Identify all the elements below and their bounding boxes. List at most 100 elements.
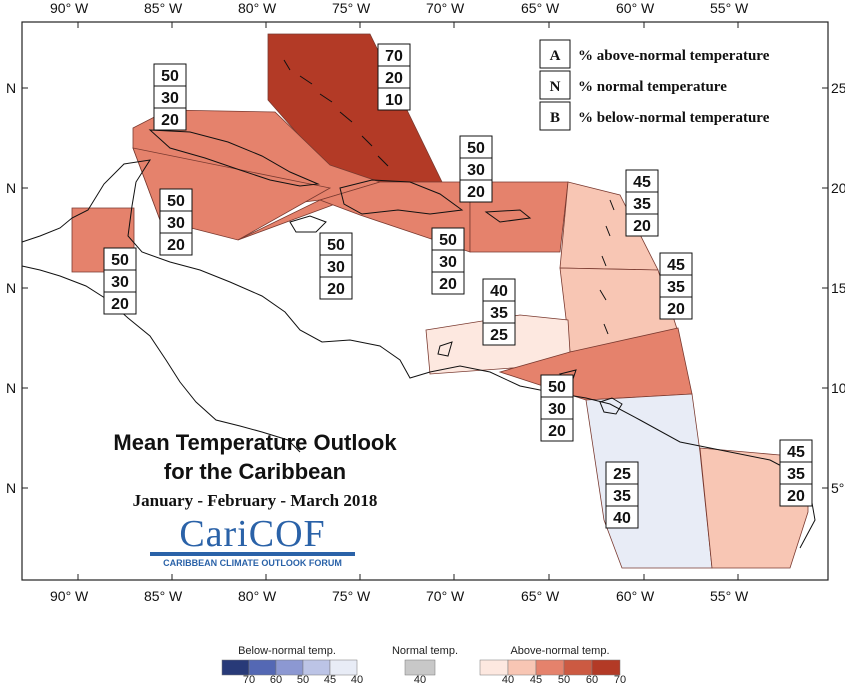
key-code: A bbox=[550, 48, 561, 64]
lon-label-bottom: 70° W bbox=[426, 588, 465, 604]
prob-box-puerto-rico: 50 30 20 bbox=[431, 227, 465, 295]
prob-value: 40 bbox=[490, 283, 508, 300]
colorbar-above-title: Above-normal temp. bbox=[510, 645, 610, 657]
colorbar-below-swatch bbox=[275, 659, 304, 676]
lon-label-top: 65° W bbox=[521, 0, 560, 16]
prob-cell bbox=[431, 271, 465, 295]
lon-label-bottom: 65° W bbox=[521, 588, 560, 604]
lat-label-right: 5° N bbox=[831, 480, 845, 496]
title-period: January - February - March 2018 bbox=[132, 491, 378, 510]
colorbar-below-title: Below-normal temp. bbox=[238, 645, 336, 657]
colorbar-above-value: 60 bbox=[586, 674, 598, 684]
longitude-labels-top: 90° W 85° W 80° W 75° W 70° W 65° W 60° W 55° W bbox=[50, 0, 749, 16]
lon-label-top: 70° W bbox=[426, 0, 465, 16]
prob-value: 30 bbox=[111, 274, 129, 291]
prob-value: 30 bbox=[548, 401, 566, 418]
prob-box-bahamas: 70 20 10 bbox=[377, 43, 411, 111]
latitude-labels-left: N N N N N bbox=[6, 80, 16, 496]
lon-label-bottom: 60° W bbox=[616, 588, 655, 604]
lon-label-top: 55° W bbox=[710, 0, 749, 16]
prob-cell bbox=[377, 87, 411, 111]
prob-value: 50 bbox=[111, 252, 129, 269]
prob-value: 20 bbox=[167, 237, 185, 254]
title-line-1: Mean Temperature Outlook bbox=[113, 430, 397, 455]
prob-box-suriname-guiana: 45 35 20 bbox=[779, 439, 813, 507]
prob-value: 30 bbox=[327, 259, 345, 276]
prob-value: 20 bbox=[787, 488, 805, 505]
longitude-labels-bottom: 90° W 85° W 80° W 75° W 70° W 65° W 60° W 55° W bbox=[50, 588, 749, 604]
prob-box-trinidad: 50 30 20 bbox=[540, 374, 574, 442]
prob-cell bbox=[159, 232, 193, 256]
prob-value: 20 bbox=[467, 184, 485, 201]
prob-value: 20 bbox=[111, 296, 129, 313]
colorbar-below-swatch bbox=[221, 659, 250, 676]
lat-label-right: 15 bbox=[831, 280, 845, 296]
colorbar-below-value: 60 bbox=[270, 674, 282, 684]
colorbar-above-value: 70 bbox=[614, 674, 626, 684]
lon-label-bottom: 75° W bbox=[332, 588, 371, 604]
prob-cell bbox=[153, 107, 187, 131]
prob-value: 70 bbox=[385, 48, 403, 65]
key-legend: A % above-normal temperature N % normal tem… bbox=[539, 39, 770, 131]
prob-value: 30 bbox=[439, 254, 457, 271]
prob-box-cuba: 50 30 20 bbox=[153, 63, 187, 131]
prob-value: 45 bbox=[633, 174, 651, 191]
colorbar-above-swatch bbox=[591, 659, 621, 676]
colorbar: 70 60 50 45 40 40 40 45 50 60 70 bbox=[221, 659, 626, 684]
prob-value: 20 bbox=[327, 281, 345, 298]
zone-puerto-rico[interactable] bbox=[469, 181, 569, 253]
colorbar-above-swatch bbox=[563, 659, 593, 676]
colorbar-below-swatch bbox=[248, 659, 277, 676]
prob-value: 50 bbox=[439, 232, 457, 249]
prob-value: 30 bbox=[167, 215, 185, 232]
lon-label-top: 85° W bbox=[144, 0, 183, 16]
prob-box-guyana: 25 35 40 bbox=[605, 461, 639, 529]
lat-label-left: N bbox=[6, 380, 16, 396]
prob-value: 45 bbox=[787, 444, 805, 461]
prob-cell bbox=[540, 418, 574, 442]
prob-box-cayman: 50 30 20 bbox=[159, 188, 193, 256]
lon-label-top: 90° W bbox=[50, 0, 89, 16]
prob-value: 20 bbox=[385, 70, 403, 87]
coastlines bbox=[21, 59, 816, 549]
lat-label-left: N bbox=[6, 180, 16, 196]
key-code-box bbox=[539, 70, 571, 100]
prob-value: 20 bbox=[667, 301, 685, 318]
key-code-box bbox=[539, 39, 571, 69]
prob-value: 35 bbox=[633, 196, 651, 213]
prob-value: 25 bbox=[490, 327, 508, 344]
lon-label-bottom: 80° W bbox=[238, 588, 277, 604]
lat-label-left: N bbox=[6, 480, 16, 496]
colorbar-above-swatch bbox=[507, 659, 537, 676]
prob-box-leeward-islands: 45 35 20 bbox=[625, 169, 659, 237]
colorbar-below-swatch bbox=[329, 659, 358, 676]
prob-value: 50 bbox=[548, 379, 566, 396]
lat-label-left: N bbox=[6, 80, 16, 96]
lat-label-right: 25 bbox=[831, 80, 845, 96]
colorbar-below-value: 50 bbox=[297, 674, 309, 684]
prob-cell bbox=[459, 179, 493, 203]
prob-value: 45 bbox=[667, 257, 685, 274]
colorbar-below-value: 40 bbox=[351, 674, 363, 684]
prob-value: 20 bbox=[439, 276, 457, 293]
prob-value: 50 bbox=[467, 140, 485, 157]
zones-layer bbox=[71, 33, 809, 569]
prob-value: 35 bbox=[490, 305, 508, 322]
prob-box-jamaica: 50 30 20 bbox=[459, 135, 493, 203]
lat-label-right: 10 bbox=[831, 380, 845, 396]
colorbar-normal-swatch bbox=[404, 659, 436, 676]
prob-value: 40 bbox=[613, 510, 631, 527]
prob-box-hispaniola: 50 30 20 bbox=[319, 232, 353, 300]
colorbar-above-value: 40 bbox=[502, 674, 514, 684]
prob-cell bbox=[779, 483, 813, 507]
lon-label-top: 80° W bbox=[238, 0, 277, 16]
lon-label-top: 75° W bbox=[332, 0, 371, 16]
lat-label-right: 20 bbox=[831, 180, 845, 196]
prob-value: 20 bbox=[548, 423, 566, 440]
probability-boxes: 70 20 10 50 30 20 50 30 20 50 30 20 50 30 20 50 30 20 50 30… bbox=[103, 43, 813, 529]
prob-value: 25 bbox=[613, 466, 631, 483]
prob-value: 50 bbox=[167, 193, 185, 210]
lon-label-top: 60° W bbox=[616, 0, 655, 16]
prob-box-abc-islands: 40 35 25 bbox=[482, 278, 516, 346]
